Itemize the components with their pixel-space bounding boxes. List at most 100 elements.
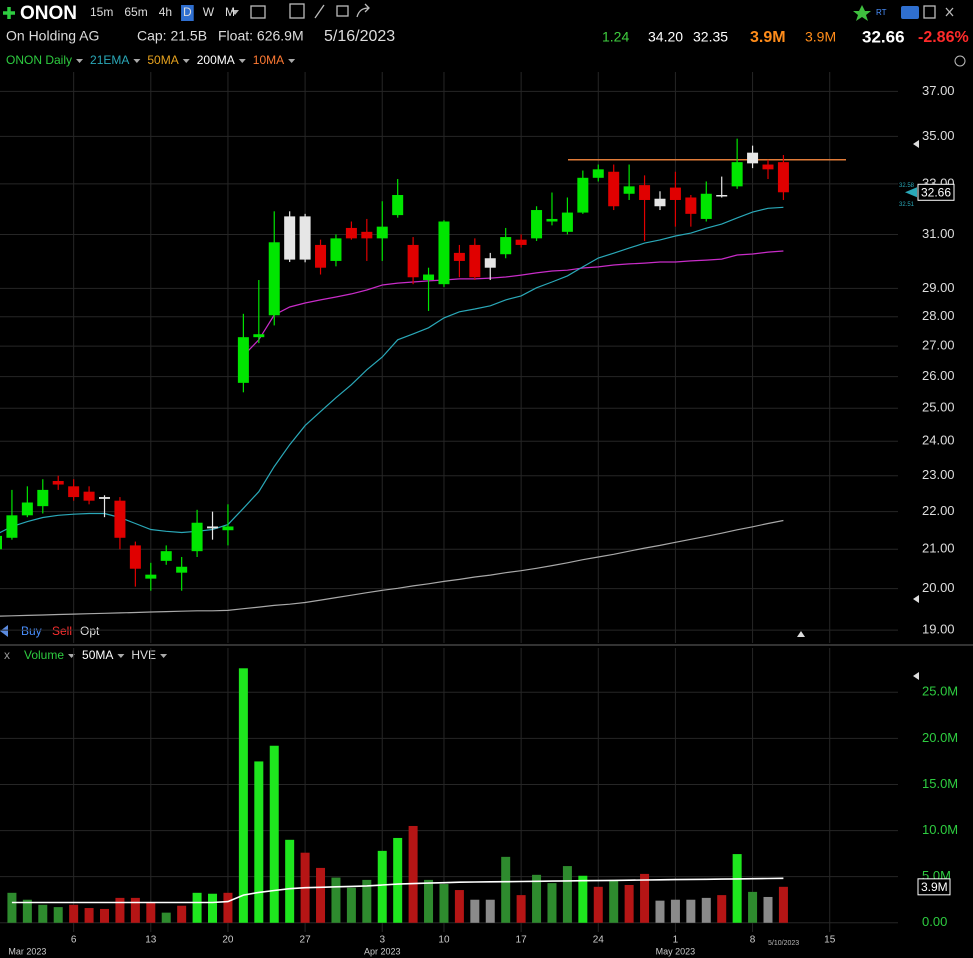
candle-body — [438, 221, 450, 285]
candle-body — [531, 210, 543, 239]
candle-body — [639, 185, 651, 200]
buy-button[interactable]: Buy — [21, 624, 42, 638]
quote-high: 34.20 — [648, 29, 683, 45]
dropdown-arrow[interactable] — [288, 59, 296, 63]
candle-body — [299, 216, 311, 260]
icon[interactable] — [231, 10, 239, 15]
legend-label[interactable]: 21EMA — [90, 53, 129, 67]
candle-body — [407, 244, 419, 278]
y-tick-label: 31.00 — [922, 226, 955, 241]
dropdown-arrow[interactable] — [76, 59, 84, 63]
candle-body — [207, 526, 219, 529]
candle-body — [315, 244, 327, 268]
icon[interactable] — [289, 3, 305, 19]
candle-body — [731, 162, 743, 187]
candle-body — [361, 231, 373, 239]
dropdown-arrow[interactable] — [133, 59, 141, 63]
x-tick-label: 8 — [750, 935, 756, 946]
icon[interactable] — [250, 5, 266, 19]
icon[interactable] — [923, 5, 936, 19]
volume-bar — [516, 895, 526, 923]
candle-body — [453, 252, 465, 261]
candle-body — [99, 497, 111, 499]
x-tick-label: 20 — [222, 935, 234, 946]
candle-body — [268, 242, 280, 316]
candle-body — [592, 169, 604, 178]
last-price-pointer — [905, 187, 917, 198]
candle-body — [392, 195, 404, 216]
cursor-date: 5/10/2023 — [768, 940, 799, 947]
close-panel[interactable]: x — [4, 648, 10, 662]
volume-bar — [454, 890, 464, 923]
symbol: ONON — [20, 3, 77, 24]
legend-label[interactable]: 50MA — [82, 648, 113, 662]
x-tick-label: 17 — [516, 935, 528, 946]
last-price-box — [917, 183, 955, 201]
legend-label[interactable]: 200MA — [197, 53, 235, 67]
volume-bar — [146, 902, 156, 923]
candle-body — [21, 502, 33, 516]
icon[interactable] — [945, 7, 954, 17]
dropdown-arrow[interactable] — [160, 654, 168, 658]
add-icon[interactable] — [3, 7, 15, 19]
volume-bar — [532, 874, 542, 923]
icon[interactable] — [314, 4, 325, 19]
timeframe-button[interactable]: M — [225, 5, 235, 19]
sell-button[interactable]: Sell — [52, 624, 72, 638]
volume-bar — [485, 899, 495, 923]
quote-date: 5/16/2023 — [324, 28, 395, 45]
candle-body — [176, 566, 188, 573]
timeframe-button[interactable]: 65m — [124, 5, 147, 19]
candle-body — [500, 237, 512, 255]
icon[interactable] — [901, 6, 919, 19]
volume-bar — [238, 668, 248, 923]
legend-label[interactable]: HVE — [131, 648, 156, 662]
x-tick-label: 3 — [379, 935, 385, 946]
settings-icon[interactable] — [954, 55, 966, 67]
volume-bar — [331, 877, 341, 923]
volume-bar — [377, 850, 387, 923]
x-tick-label: 27 — [300, 935, 312, 946]
y-tick-label: 26.00 — [922, 368, 955, 383]
quote-change-pct: -2.86% — [918, 29, 969, 46]
dropdown-arrow[interactable] — [182, 59, 190, 63]
timeframe-button[interactable]: D — [183, 5, 192, 19]
volume-bar — [192, 892, 202, 923]
legend-label[interactable]: 50MA — [147, 53, 178, 67]
candle-body — [716, 195, 728, 197]
candle-body — [469, 244, 481, 278]
volume-bar — [285, 839, 295, 923]
volume-bar — [84, 908, 94, 923]
timeframe-button[interactable]: 4h — [159, 5, 172, 19]
timeframe-button[interactable]: W — [203, 5, 215, 19]
legend-label[interactable]: ONON Daily — [6, 53, 72, 67]
volume-bar — [748, 891, 758, 923]
dropdown-arrow[interactable] — [238, 59, 246, 63]
timeframe-button[interactable]: 15m — [90, 5, 113, 19]
candle-body — [376, 226, 388, 239]
volume-bar — [100, 908, 110, 923]
volume-bar — [501, 856, 511, 923]
candle-body — [654, 198, 666, 207]
y-tick-label: 25.0M — [922, 684, 958, 699]
axis-marker — [913, 140, 919, 148]
volume-bar — [177, 905, 187, 923]
candle-body — [685, 197, 697, 214]
icon[interactable] — [336, 5, 349, 17]
volume-average-line — [11, 877, 784, 904]
icon[interactable] — [853, 5, 871, 21]
candle-body — [145, 574, 157, 579]
candle-body — [423, 274, 435, 281]
legend-label[interactable]: 10MA — [253, 53, 284, 67]
dropdown-arrow[interactable] — [117, 654, 125, 658]
x-tick-label: 24 — [593, 935, 605, 946]
axis-marker — [913, 672, 919, 680]
volume-bar — [593, 886, 603, 923]
options-button[interactable]: Opt — [80, 624, 100, 638]
icon[interactable] — [356, 3, 370, 18]
candle-body — [330, 238, 342, 261]
y-tick-label: 27.00 — [922, 338, 955, 353]
legend-label[interactable]: Volume — [24, 648, 64, 662]
candle-body — [129, 545, 141, 569]
